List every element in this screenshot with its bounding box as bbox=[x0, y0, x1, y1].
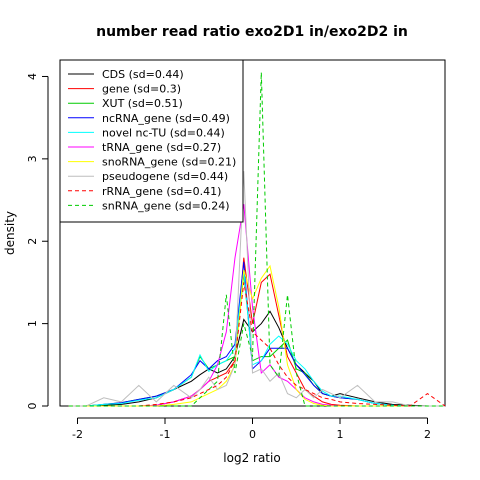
legend-label: gene (sd=0.3) bbox=[102, 83, 181, 96]
y-tick-label: 2 bbox=[26, 238, 39, 245]
legend-label: snoRNA_gene (sd=0.21) bbox=[102, 156, 236, 169]
series-line-8 bbox=[68, 171, 445, 407]
y-tick-label: 4 bbox=[26, 73, 39, 80]
chart-title: number read ratio exo2D1 in/exo2D2 in bbox=[96, 24, 408, 40]
legend-label: snRNA_gene (sd=0.24) bbox=[102, 199, 230, 212]
legend-label: rRNA_gene (sd=0.41) bbox=[102, 185, 221, 198]
x-tick-label: 1 bbox=[337, 428, 344, 441]
legend-label: CDS (sd=0.44) bbox=[102, 68, 184, 81]
plot-frame bbox=[59, 59, 446, 407]
y-tick-label: 0 bbox=[26, 403, 39, 410]
legend-label: ncRNA_gene (sd=0.49) bbox=[102, 112, 230, 125]
series-line-10 bbox=[68, 72, 445, 407]
y-axis-label: density bbox=[3, 211, 17, 255]
series-line-2 bbox=[68, 257, 445, 407]
x-tick-label: 0 bbox=[249, 428, 256, 441]
legend-label: tRNA_gene (sd=0.27) bbox=[102, 141, 221, 154]
legend-box bbox=[59, 59, 244, 223]
legend: CDS (sd=0.44) gene (sd=0.3)XUT (sd=0.51) n… bbox=[59, 59, 244, 223]
x-axis: -2 -1 0 1 2 bbox=[72, 417, 431, 441]
series-line-9 bbox=[68, 282, 446, 407]
legend-label: XUT (sd=0.51) bbox=[102, 97, 183, 110]
x-axis-label: log2 ratio bbox=[223, 451, 280, 465]
series-layer bbox=[68, 72, 446, 407]
series-line-4 bbox=[68, 261, 445, 407]
y-tick-label: 1 bbox=[26, 320, 39, 327]
x-tick-label: -1 bbox=[160, 428, 171, 441]
x-tick-label: 2 bbox=[424, 428, 431, 441]
x-tick-label: -2 bbox=[72, 428, 83, 441]
y-tick-label: 3 bbox=[26, 155, 39, 162]
series-line-5 bbox=[68, 270, 445, 407]
legend-label: pseudogene (sd=0.44) bbox=[102, 170, 228, 183]
y-axis: 0 1 2 3 4 bbox=[26, 73, 49, 410]
legend-label: novel nc-TU (sd=0.44) bbox=[102, 126, 225, 139]
